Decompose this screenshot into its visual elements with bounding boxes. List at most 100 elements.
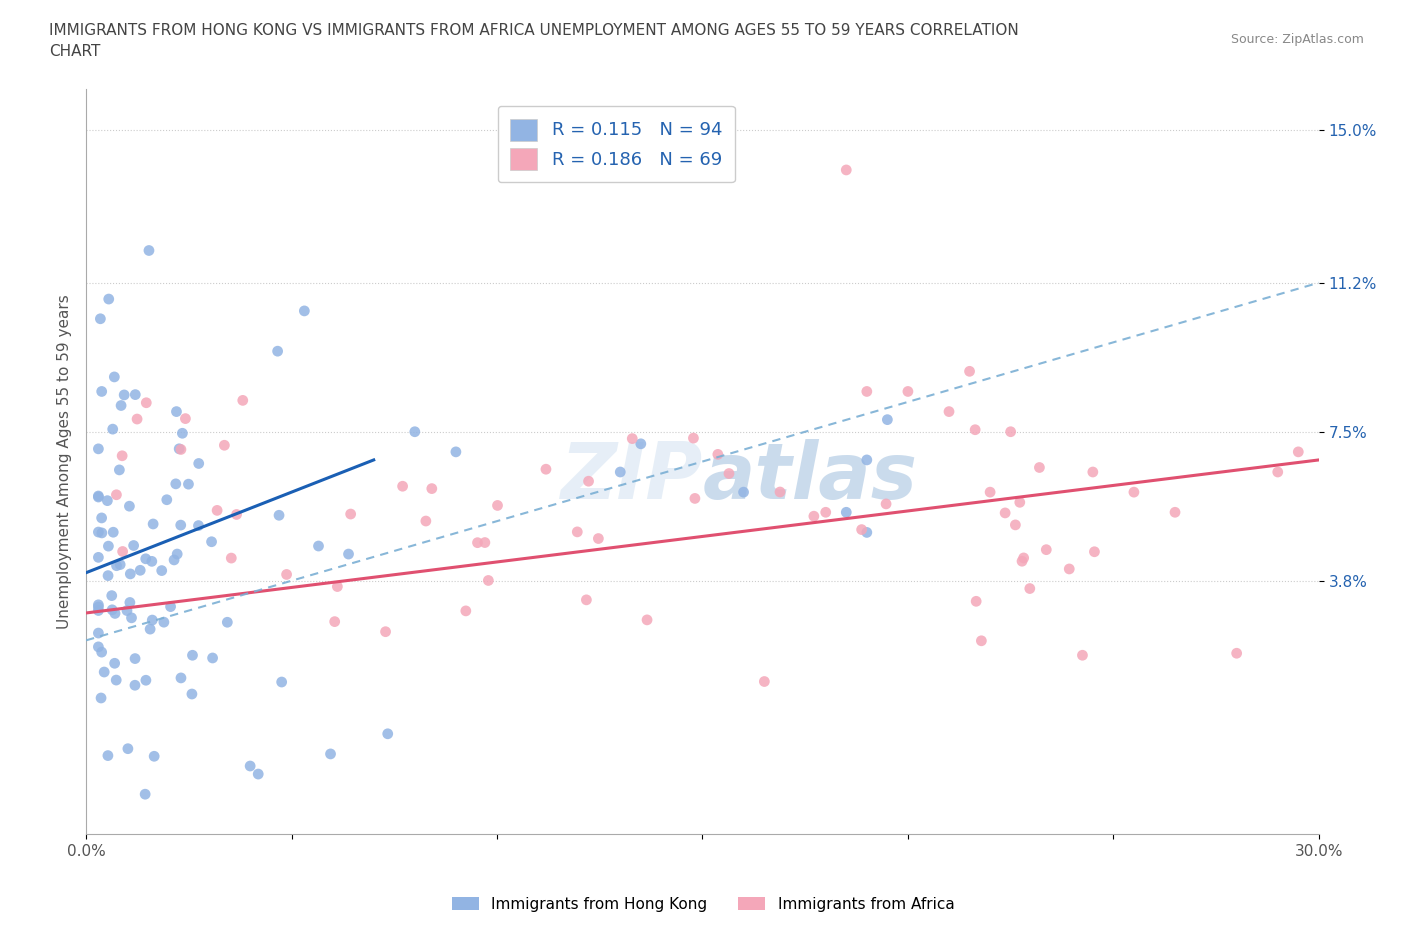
Point <box>308 538 330 553</box>
Point <box>1004 517 1026 532</box>
Legend: Immigrants from Hong Kong, Immigrants from Africa: Immigrants from Hong Kong, Immigrants fr… <box>446 890 960 918</box>
Point <box>135 551 157 566</box>
Point <box>124 651 146 666</box>
Point <box>266 344 288 359</box>
Point <box>225 507 247 522</box>
Point <box>1035 542 1057 557</box>
Point <box>90 384 112 399</box>
Text: IMMIGRANTS FROM HONG KONG VS IMMIGRANTS FROM AFRICA UNEMPLOYMENT AMONG AGES 55 T: IMMIGRANTS FROM HONG KONG VS IMMIGRANTS … <box>49 23 1019 60</box>
Point <box>567 525 589 539</box>
Text: Source: ZipAtlas.com: Source: ZipAtlas.com <box>1230 33 1364 46</box>
Point <box>1018 581 1040 596</box>
Point <box>141 613 163 628</box>
Point <box>166 547 188 562</box>
Point <box>477 573 499 588</box>
Point <box>170 518 193 533</box>
Point <box>835 505 858 520</box>
Point <box>270 674 292 689</box>
Point <box>733 485 755 499</box>
Point <box>856 525 879 539</box>
Point <box>87 550 110 565</box>
Point <box>1083 544 1105 559</box>
Point <box>167 442 190 457</box>
Point <box>232 393 254 408</box>
Point <box>104 606 127 621</box>
Point <box>683 491 706 506</box>
Point <box>87 603 110 618</box>
Point <box>87 488 110 503</box>
Point <box>1164 505 1187 520</box>
Point <box>1008 495 1031 510</box>
Point <box>814 505 837 520</box>
Point <box>292 303 315 318</box>
Point <box>180 686 202 701</box>
Point <box>141 554 163 569</box>
Point <box>339 507 361 522</box>
Point <box>769 485 792 499</box>
Point <box>121 610 143 625</box>
Point <box>214 438 236 453</box>
Point <box>139 621 162 636</box>
Point <box>337 547 360 562</box>
Point <box>97 568 120 583</box>
Point <box>87 640 110 655</box>
Point <box>124 387 146 402</box>
Point <box>187 518 209 533</box>
Point <box>1081 465 1104 480</box>
Point <box>153 615 176 630</box>
Point <box>135 395 157 410</box>
Point <box>636 613 658 628</box>
Point <box>415 513 437 528</box>
Point <box>247 766 270 781</box>
Point <box>170 671 193 685</box>
Point <box>138 243 160 258</box>
Point <box>122 538 145 553</box>
Point <box>96 493 118 508</box>
Point <box>187 456 209 471</box>
Point <box>534 462 557 477</box>
Point <box>170 442 193 457</box>
Point <box>115 604 138 618</box>
Point <box>717 466 740 481</box>
Point <box>100 588 122 603</box>
Point <box>159 599 181 614</box>
Point <box>135 672 157 687</box>
Point <box>166 405 188 419</box>
Point <box>682 431 704 445</box>
Point <box>979 485 1001 499</box>
Point <box>374 624 396 639</box>
Point <box>90 691 112 706</box>
Point <box>120 566 142 581</box>
Point <box>486 498 509 512</box>
Point <box>143 749 166 764</box>
Point <box>87 525 110 539</box>
Point <box>181 648 204 663</box>
Point <box>404 424 426 439</box>
Point <box>754 674 776 689</box>
Point <box>444 445 467 459</box>
Point <box>87 489 110 504</box>
Point <box>965 422 987 437</box>
Point <box>125 412 148 427</box>
Point <box>104 656 127 671</box>
Point <box>89 312 111 326</box>
Point <box>377 726 399 741</box>
Point <box>239 759 262 774</box>
Point <box>588 531 610 546</box>
Point <box>267 508 290 523</box>
Point <box>609 465 631 480</box>
Point <box>150 564 173 578</box>
Point <box>1226 645 1249 660</box>
Point <box>938 405 960 419</box>
Point <box>87 600 110 615</box>
Point <box>163 552 186 567</box>
Point <box>156 492 179 507</box>
Point <box>851 522 873 537</box>
Point <box>578 473 600 488</box>
Point <box>174 411 197 426</box>
Point <box>118 595 141 610</box>
Point <box>118 498 141 513</box>
Point <box>875 497 897 512</box>
Point <box>474 535 496 550</box>
Point <box>87 442 110 457</box>
